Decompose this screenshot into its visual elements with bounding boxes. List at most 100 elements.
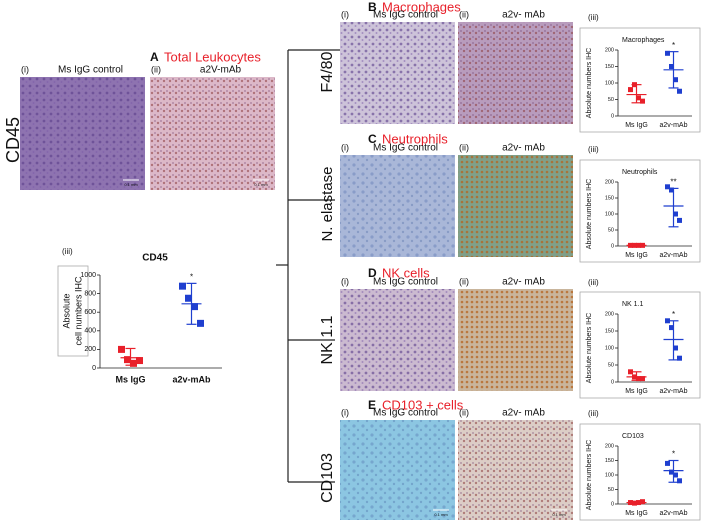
image-label: (i) xyxy=(341,9,349,19)
data-point xyxy=(632,500,637,506)
panel-letter: D xyxy=(368,266,377,280)
panel-letter: C xyxy=(368,132,377,146)
image-caption: a2v- mAb xyxy=(502,143,545,154)
data-point xyxy=(118,345,125,353)
x-tick-label: Ms IgG xyxy=(625,122,648,129)
y-tick-label: 150 xyxy=(605,328,614,334)
image-caption: a2v- mAb xyxy=(502,408,545,419)
y-tick-label: 50 xyxy=(608,487,614,493)
y-tick-label: 0 xyxy=(611,501,614,507)
y-tick-label: 0 xyxy=(611,243,614,249)
data-point xyxy=(197,319,204,327)
chart-label: (iii) xyxy=(588,145,599,154)
marker-label: F4/80 xyxy=(319,51,336,92)
y-tick-label: 100 xyxy=(605,472,614,478)
data-point xyxy=(665,318,670,324)
y-tick-label: 600 xyxy=(84,309,96,316)
scale-label: 0.1 mm xyxy=(254,182,268,187)
x-tick-label: a2v-mAb xyxy=(659,122,687,129)
y-tick-label: 150 xyxy=(605,458,614,464)
data-point xyxy=(669,469,674,475)
marker-label: NK 1.1 xyxy=(319,315,336,364)
panel-title: Total Leukocytes xyxy=(164,49,261,64)
micrograph-texture xyxy=(458,420,573,520)
data-point xyxy=(636,500,641,506)
data-point xyxy=(636,95,641,101)
data-point xyxy=(673,211,678,217)
y-tick-label: 0 xyxy=(92,365,96,372)
image-label: (i) xyxy=(341,407,349,417)
y-label-box xyxy=(57,265,89,357)
scale-label: 0.1 mm xyxy=(434,512,448,517)
data-point xyxy=(632,374,637,380)
panel-title: Macrophages xyxy=(382,0,461,14)
panel-title: Neutrophils xyxy=(382,131,448,146)
chart-title: CD45 xyxy=(142,253,168,264)
y-tick-label: 50 xyxy=(608,227,614,233)
image-caption: Ms IgG control xyxy=(373,143,438,154)
chart-label: (iii) xyxy=(588,278,599,287)
x-tick-label: a2v-mAb xyxy=(659,388,687,395)
y-tick-label: 50 xyxy=(608,362,614,368)
y-tick-label: 400 xyxy=(84,328,96,335)
micrograph-texture xyxy=(458,22,573,124)
y-tick-label: 200 xyxy=(605,47,614,53)
y-tick-label: 100 xyxy=(605,211,614,217)
significance: * xyxy=(672,450,675,459)
y-axis-label: Absolute numbers IHC xyxy=(586,179,593,249)
data-point xyxy=(628,87,633,93)
y-tick-label: 1000 xyxy=(80,272,96,279)
panel-title: NK cells xyxy=(382,265,430,280)
data-point xyxy=(636,376,641,382)
image-label: (ii) xyxy=(459,276,469,286)
image-caption: Ms IgG control xyxy=(58,65,123,76)
y-axis-label: Absolute xyxy=(61,293,71,328)
panel-letter: B xyxy=(368,0,377,14)
y-tick-label: 200 xyxy=(84,346,96,353)
data-point xyxy=(130,359,137,367)
data-point xyxy=(665,460,670,466)
y-tick-label: 200 xyxy=(605,311,614,317)
significance: ** xyxy=(670,178,676,187)
x-tick-label: a2v-mAb xyxy=(172,374,211,384)
y-axis-label: Absolute numbers IHC xyxy=(586,48,593,118)
marker-label: N. elastase xyxy=(319,166,336,241)
bracket xyxy=(276,49,340,483)
y-tick-label: 50 xyxy=(608,97,614,103)
micrograph-texture xyxy=(340,420,455,520)
y-tick-label: 200 xyxy=(605,443,614,449)
micrograph-texture xyxy=(458,289,573,391)
micrograph-texture xyxy=(458,155,573,257)
x-tick-label: Ms IgG xyxy=(625,388,648,395)
image-label: (ii) xyxy=(459,142,469,152)
image-label: (i) xyxy=(341,276,349,286)
panel-letter: E xyxy=(368,398,376,412)
significance: * xyxy=(672,310,675,319)
marker-label: CD103 xyxy=(319,453,336,503)
y-tick-label: 100 xyxy=(605,80,614,86)
image-caption: a2V-mAb xyxy=(200,65,242,76)
y-tick-label: 150 xyxy=(605,195,614,201)
data-point xyxy=(669,64,674,69)
micrograph-texture xyxy=(340,289,455,391)
image-label: (ii) xyxy=(151,64,161,74)
chart-label: (iii) xyxy=(62,247,73,256)
y-axis-label: cell numbers IHC xyxy=(73,276,83,346)
y-tick-label: 800 xyxy=(84,290,96,297)
significance: * xyxy=(672,41,675,50)
y-axis-label: Absolute numbers IHC xyxy=(586,313,593,383)
chart-frame xyxy=(579,423,701,521)
chart-frame xyxy=(579,27,701,133)
data-point xyxy=(179,282,186,290)
data-point xyxy=(632,242,637,248)
micrograph-texture xyxy=(340,155,455,257)
data-point xyxy=(665,50,670,56)
data-point xyxy=(185,294,192,302)
micrograph-texture xyxy=(20,77,145,190)
data-point xyxy=(677,478,682,484)
y-tick-label: 0 xyxy=(611,379,614,385)
image-label: (ii) xyxy=(459,407,469,417)
chart-title: CD103 xyxy=(622,433,644,440)
panel-letter: A xyxy=(150,50,159,64)
chart-label: (iii) xyxy=(588,13,599,22)
